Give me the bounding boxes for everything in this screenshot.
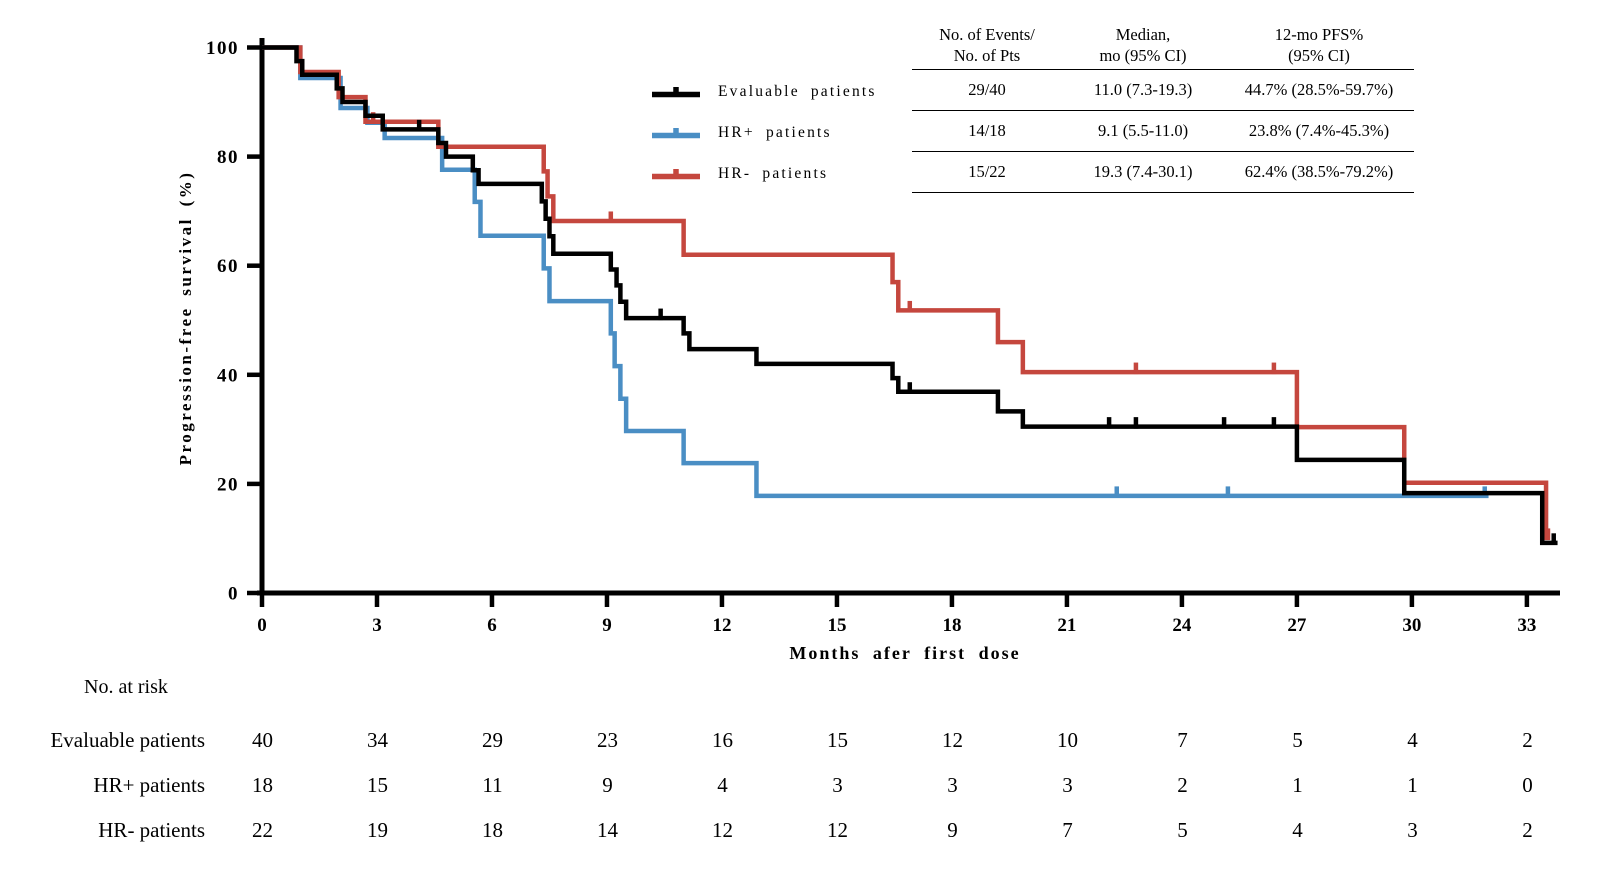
km-curve-evaluable bbox=[262, 45, 1558, 546]
x-tick-label: 3 bbox=[372, 615, 382, 636]
risk-count: 12 bbox=[712, 818, 733, 842]
legend-label-evaluable: Evaluable patients bbox=[718, 82, 877, 100]
risk-count: 10 bbox=[1057, 728, 1078, 752]
stats-col-header-median: Median, mo (95% CI) bbox=[1062, 24, 1224, 66]
legend-item-hr-minus: HR- patients bbox=[652, 153, 877, 194]
risk-count: 15 bbox=[367, 773, 388, 797]
risk-count: 1 bbox=[1292, 773, 1303, 797]
hr-minus-line-swatch-icon bbox=[652, 166, 700, 182]
stats-hr-plus-pfs: 23.8% (7.4%-45.3%) bbox=[1248, 121, 1390, 141]
stats-hr-minus-median: 19.3 (7.4-30.1) bbox=[1093, 162, 1193, 182]
risk-count: 2 bbox=[1177, 773, 1188, 797]
risk-table-title: No. at risk bbox=[84, 676, 168, 698]
stats-evaluable-events: 29/40 bbox=[968, 80, 1006, 100]
stats-row-hr-plus: 14/18 9.1 (5.5-11.0) 23.8% (7.4%-45.3%) bbox=[912, 111, 1414, 153]
legend-item-evaluable: Evaluable patients bbox=[652, 71, 877, 112]
stats-hr-minus-pfs: 62.4% (38.5%-79.2%) bbox=[1244, 162, 1394, 182]
stats-col-header-pfs-line1: 12-mo PFS% bbox=[1274, 25, 1364, 44]
stats-col-header-events-line2: No. of Pts bbox=[953, 46, 1021, 66]
risk-count: 19 bbox=[367, 818, 388, 842]
x-tick-label: 30 bbox=[1402, 615, 1421, 636]
risk-count: 34 bbox=[367, 728, 388, 752]
risk-count: 12 bbox=[942, 728, 963, 752]
risk-count: 4 bbox=[1407, 728, 1418, 752]
stats-col-header-median-line2: mo (95% CI) bbox=[1099, 46, 1187, 66]
y-tick-label: 0 bbox=[228, 584, 239, 605]
stats-table: No. of Events/ No. of Pts Median, mo (95… bbox=[912, 24, 1414, 194]
x-tick-label: 24 bbox=[1172, 615, 1192, 636]
risk-count: 18 bbox=[252, 773, 273, 797]
risk-count: 3 bbox=[1407, 818, 1418, 842]
stats-col-header-events: No. of Events/ No. of Pts bbox=[912, 24, 1062, 66]
stats-table-header: No. of Events/ No. of Pts Median, mo (95… bbox=[912, 24, 1414, 71]
x-tick-label: 18 bbox=[942, 615, 961, 636]
risk-count: 29 bbox=[482, 728, 503, 752]
x-tick-label: 27 bbox=[1287, 615, 1307, 636]
risk-count: 3 bbox=[1062, 773, 1073, 797]
risk-table: Evaluable patients 40 34 29 23 16 15 12 10 7 5 4 2 HR… bbox=[0, 728, 1585, 849]
x-tick-label: 21 bbox=[1057, 615, 1076, 636]
stats-hr-minus-events: 15/22 bbox=[968, 162, 1006, 182]
x-tick-label: 9 bbox=[602, 615, 612, 636]
hr-plus-line-swatch-icon bbox=[652, 125, 700, 141]
x-tick-label: 0 bbox=[257, 615, 267, 636]
risk-count: 18 bbox=[482, 818, 503, 842]
risk-count: 15 bbox=[827, 728, 848, 752]
risk-count: 14 bbox=[597, 818, 618, 842]
legend-item-hr-plus: HR+ patients bbox=[652, 112, 877, 153]
risk-count: 7 bbox=[1062, 818, 1073, 842]
x-tick-label: 12 bbox=[712, 615, 731, 636]
stats-hr-plus-median: 9.1 (5.5-11.0) bbox=[1097, 121, 1189, 141]
x-axis-title: Months afer first dose bbox=[789, 643, 1021, 663]
y-tick-label: 20 bbox=[217, 474, 239, 495]
y-tick-label: 80 bbox=[217, 147, 239, 168]
risk-count: 22 bbox=[252, 818, 273, 842]
evaluable-line-swatch-icon bbox=[652, 84, 700, 100]
risk-row-label: HR+ patients bbox=[93, 773, 205, 797]
legend-label-hr-plus: HR+ patients bbox=[718, 123, 832, 141]
risk-count: 16 bbox=[712, 728, 733, 752]
risk-count: 40 bbox=[252, 728, 273, 752]
x-tick-label: 15 bbox=[827, 615, 846, 636]
risk-count: 5 bbox=[1292, 728, 1303, 752]
risk-count: 3 bbox=[947, 773, 958, 797]
risk-count: 2 bbox=[1522, 728, 1533, 752]
risk-count: 9 bbox=[602, 773, 613, 797]
stats-evaluable-median: 11.0 (7.3-19.3) bbox=[1093, 80, 1193, 100]
risk-count: 23 bbox=[597, 728, 618, 752]
x-tick-label: 33 bbox=[1517, 615, 1536, 636]
legend: Evaluable patients HR+ patients HR- pati… bbox=[652, 71, 877, 194]
risk-count: 4 bbox=[1292, 818, 1303, 842]
risk-count: 3 bbox=[832, 773, 843, 797]
risk-count: 5 bbox=[1177, 818, 1188, 842]
stats-row-hr-minus: 15/22 19.3 (7.4-30.1) 62.4% (38.5%-79.2%… bbox=[912, 152, 1414, 194]
risk-count: 11 bbox=[482, 773, 503, 797]
x-tick-label: 6 bbox=[487, 615, 497, 636]
stats-hr-plus-events: 14/18 bbox=[968, 121, 1006, 141]
risk-count: 1 bbox=[1407, 773, 1418, 797]
risk-count: 9 bbox=[947, 818, 958, 842]
stats-col-header-events-line1: No. of Events/ bbox=[939, 25, 1035, 44]
stats-col-header-pfs: 12-mo PFS% (95% CI) bbox=[1224, 24, 1414, 66]
risk-count: 12 bbox=[827, 818, 848, 842]
risk-count: 0 bbox=[1522, 773, 1533, 797]
stats-row-evaluable: 29/40 11.0 (7.3-19.3) 44.7% (28.5%-59.7%… bbox=[912, 70, 1414, 112]
y-axis-title: Progression-free survival (%) bbox=[176, 170, 195, 466]
risk-count: 7 bbox=[1177, 728, 1188, 752]
y-tick-label: 60 bbox=[217, 256, 239, 277]
risk-row-label: Evaluable patients bbox=[50, 728, 205, 752]
y-tick-label: 100 bbox=[206, 38, 239, 59]
risk-count: 4 bbox=[717, 773, 728, 797]
legend-label-hr-minus: HR- patients bbox=[718, 164, 829, 182]
stats-col-header-pfs-line2: (95% CI) bbox=[1288, 46, 1350, 66]
risk-row-label: HR- patients bbox=[98, 818, 205, 842]
y-tick-label: 40 bbox=[217, 365, 239, 386]
stats-col-header-median-line1: Median, bbox=[1115, 25, 1171, 44]
km-chart: 0 20 40 60 80 100 0 3 6 9 12 15 18 21 24 27 30 33 bbox=[206, 38, 1560, 636]
risk-count: 2 bbox=[1522, 818, 1533, 842]
stats-evaluable-pfs: 44.7% (28.5%-59.7%) bbox=[1244, 80, 1394, 100]
